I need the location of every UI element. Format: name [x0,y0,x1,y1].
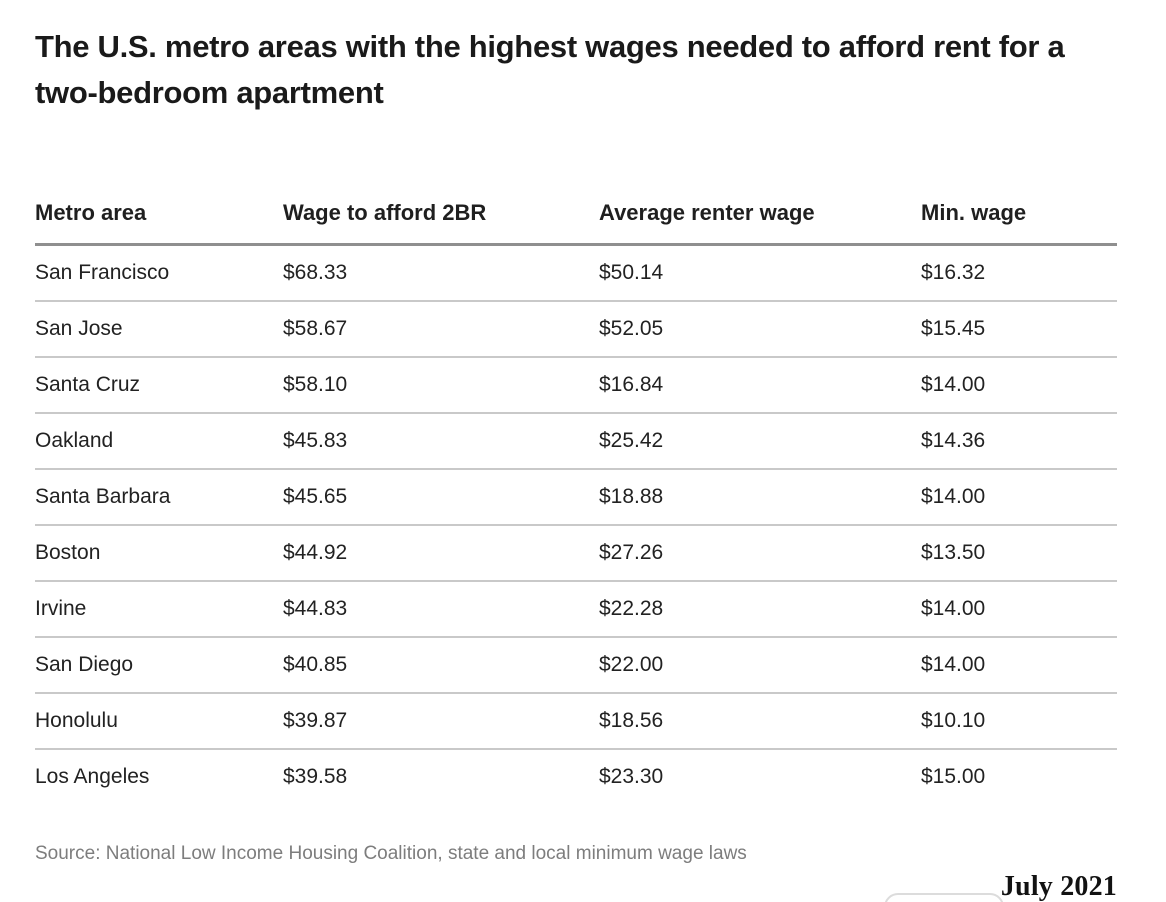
date-row: July 2021 [35,871,1117,902]
cell-average-renter-wage: $16.84 [599,356,921,414]
cell-min-wage: $14.00 [921,356,1117,414]
cell-wage-to-afford-2br: $58.67 [283,300,599,358]
cell-metro-area: San Diego [35,636,283,694]
cell-wage-to-afford-2br: $45.83 [283,412,599,470]
cell-metro-area: San Jose [35,300,283,358]
table-row: Boston $44.92 $27.26 $13.50 [35,524,1117,582]
cell-wage-to-afford-2br: $44.83 [283,580,599,638]
table-body: San Francisco $68.33 $50.14 $16.32 San J… [35,244,1117,805]
table-row: Santa Barbara $45.65 $18.88 $14.00 [35,468,1117,526]
metro-wage-table: Metro area Wage to afford 2BR Average re… [35,200,1117,805]
table-row: Irvine $44.83 $22.28 $14.00 [35,580,1117,638]
cell-metro-area: Santa Cruz [35,356,283,414]
cell-metro-area: San Francisco [35,244,283,302]
cell-average-renter-wage: $27.26 [599,524,921,582]
cell-average-renter-wage: $23.30 [599,765,664,788]
cell-metro-area: Irvine [35,580,283,638]
table-row: San Diego $40.85 $22.00 $14.00 [35,636,1117,694]
cell-wage-to-afford-2br: $39.58 [283,765,348,788]
cell-average-renter-wage: $22.00 [599,636,921,694]
cell-average-renter-wage: $18.56 [599,692,921,750]
cell-average-renter-wage: $50.14 [599,244,921,302]
cell-min-wage: $13.50 [921,524,1117,582]
chart-title: The U.S. metro areas with the highest wa… [35,29,1065,110]
cell-average-renter-wage: $52.05 [599,300,921,358]
cell-wage-to-afford-2br: $58.10 [283,356,599,414]
column-header-metro-area: Metro area [35,200,283,246]
column-header-wage-to-afford-2br: Wage to afford 2BR [283,200,599,246]
table-row: Santa Cruz $58.10 $16.84 $14.00 [35,356,1117,414]
cell-wage-to-afford-2br: $40.85 [283,636,599,694]
cell-wage-to-afford-2br: $68.33 [283,244,599,302]
clipped-pill-button[interactable] [884,893,1004,902]
cell-metro-area: Oakland [35,412,283,470]
table-header: Metro area Wage to afford 2BR Average re… [35,200,1117,246]
cell-average-renter-wage: $18.88 [599,468,921,526]
cell-metro-area: Santa Barbara [35,468,283,526]
cell-metro-area: Los Angeles [35,765,150,788]
cell-min-wage: $16.32 [921,244,1117,302]
source-note: Source: National Low Income Housing Coal… [35,842,747,864]
date-label: July 2021 [1000,870,1117,902]
cell-wage-to-afford-2br: $44.92 [283,524,599,582]
cell-metro-area: Boston [35,524,283,582]
column-header-average-renter-wage: Average renter wage [599,200,921,246]
cell-metro-area: Honolulu [35,692,283,750]
cell-min-wage: $10.10 [921,692,1117,750]
table-row: San Francisco $68.33 $50.14 $16.32 [35,244,1117,302]
table-row: San Jose $58.67 $52.05 $15.45 [35,300,1117,358]
cell-wage-to-afford-2br: $39.87 [283,692,599,750]
table-row: Oakland $45.83 $25.42 $14.36 [35,412,1117,470]
cell-min-wage: $15.00 [921,765,986,788]
cell-min-wage: $14.00 [921,468,1117,526]
cell-min-wage: $14.00 [921,636,1117,694]
column-header-min-wage: Min. wage [921,200,1117,246]
cell-average-renter-wage: $25.42 [599,412,921,470]
table-row: Honolulu $39.87 $18.56 $10.10 [35,692,1117,750]
cell-min-wage: $14.00 [921,580,1117,638]
cell-average-renter-wage: $22.28 [599,580,921,638]
cell-min-wage: $15.45 [921,300,1117,358]
cell-wage-to-afford-2br: $45.65 [283,468,599,526]
cell-min-wage: $14.36 [921,412,1117,470]
table-row: Los Angeles $39.58 $23.30 $15.00 [35,749,1117,805]
